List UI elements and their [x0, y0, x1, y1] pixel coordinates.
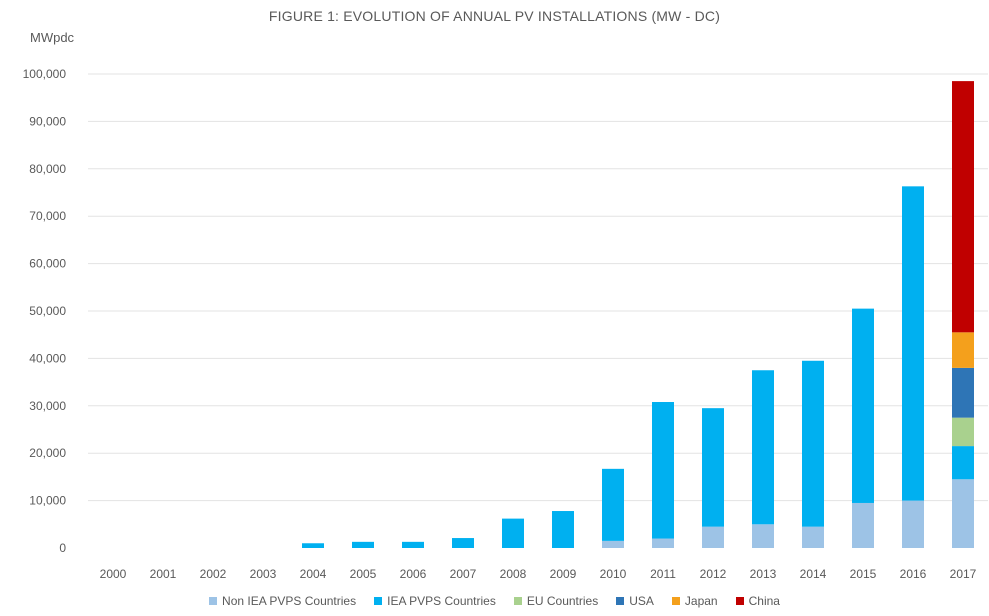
bar-segment [302, 543, 324, 548]
x-tick-label: 2010 [600, 567, 627, 581]
bar-segment [352, 541, 374, 548]
x-tick-label: 2002 [200, 567, 227, 581]
x-tick-label: 2001 [150, 567, 177, 581]
x-tick-label: 2011 [650, 567, 676, 581]
legend: Non IEA PVPS Countries IEA PVPS Countries… [0, 594, 989, 608]
legend-item: IEA PVPS Countries [374, 594, 496, 608]
x-tick-label: 2004 [300, 567, 327, 581]
bar-segment [702, 408, 724, 527]
bar-segment [952, 81, 974, 333]
bar-segment [652, 402, 674, 539]
y-tick-label: 50,000 [29, 304, 66, 318]
bar-segment [952, 332, 974, 368]
y-axis-ticks: 0 10,000 20,000 30,000 40,000 50,000 60,000 70,… [23, 67, 67, 555]
x-tick-label: 2008 [500, 567, 527, 581]
bars [302, 81, 974, 548]
legend-item: EU Countries [513, 594, 599, 608]
y-tick-label: 100,000 [23, 67, 67, 81]
bar-segment [952, 446, 974, 480]
legend-swatch [209, 597, 218, 605]
x-tick-label: 2015 [850, 567, 877, 581]
x-tick-label: 2005 [350, 567, 377, 581]
legend-swatch [616, 597, 625, 605]
x-axis-ticks: 2000 2001 2002 2003 2004 2005 2006 2007 2008 2009… [100, 567, 977, 581]
legend-swatch [374, 597, 383, 605]
legend-swatch [513, 597, 522, 605]
bar-segment [902, 500, 924, 548]
bar-segment [402, 541, 424, 548]
bar-segment [852, 308, 874, 503]
x-tick-label: 2006 [400, 567, 427, 581]
legend-label: EU Countries [526, 594, 599, 608]
x-tick-label: 2014 [800, 567, 827, 581]
bar-segment [552, 511, 574, 548]
x-tick-label: 2007 [450, 567, 477, 581]
y-tick-label: 10,000 [29, 494, 66, 508]
bar-segment [702, 526, 724, 548]
bar-segment [502, 518, 524, 548]
legend-swatch [671, 597, 680, 605]
x-tick-label: 2003 [250, 567, 277, 581]
legend-label: Non IEA PVPS Countries [222, 594, 357, 608]
bar-segment [452, 538, 474, 548]
y-axis-unit-label: MWpdc [30, 30, 75, 45]
y-tick-label: 0 [59, 541, 66, 555]
bar-segment [802, 526, 824, 548]
legend-label: IEA PVPS Countries [387, 594, 496, 608]
legend-label: Japan [684, 594, 718, 608]
legend-item: Non IEA PVPS Countries [209, 594, 356, 608]
bar-segment [802, 360, 824, 527]
legend-item: USA [616, 594, 654, 608]
bar-segment [952, 367, 974, 418]
legend-item: Japan [671, 594, 718, 608]
x-tick-label: 2012 [700, 567, 727, 581]
bar-segment [602, 540, 624, 548]
legend-label: USA [629, 594, 654, 608]
bar-segment [652, 538, 674, 548]
y-tick-label: 70,000 [29, 209, 66, 223]
x-tick-label: 2013 [750, 567, 777, 581]
bar-segment [602, 468, 624, 541]
y-tick-label: 20,000 [29, 446, 66, 460]
y-tick-label: 30,000 [29, 399, 66, 413]
x-tick-label: 2016 [900, 567, 927, 581]
bar-segment [952, 417, 974, 447]
x-tick-label: 2017 [950, 567, 977, 581]
bar-segment [902, 186, 924, 501]
y-tick-label: 40,000 [29, 351, 66, 365]
chart-title: FIGURE 1: EVOLUTION OF ANNUAL PV INSTALL… [268, 8, 721, 24]
y-tick-label: 80,000 [29, 162, 66, 176]
x-tick-label: 2009 [550, 567, 577, 581]
legend-item: China [735, 594, 780, 608]
bar-segment [852, 502, 874, 548]
legend-label: China [748, 594, 780, 608]
y-tick-label: 60,000 [29, 257, 66, 271]
stacked-bar-chart: 0 10,000 20,000 30,000 40,000 50,000 60,000 70,… [23, 67, 988, 581]
y-tick-label: 90,000 [29, 114, 66, 128]
x-tick-label: 2000 [100, 567, 127, 581]
bar-segment [752, 370, 774, 525]
bar-segment [952, 479, 974, 548]
legend-swatch [735, 597, 744, 605]
gridlines [88, 73, 988, 502]
bar-segment [752, 524, 774, 548]
